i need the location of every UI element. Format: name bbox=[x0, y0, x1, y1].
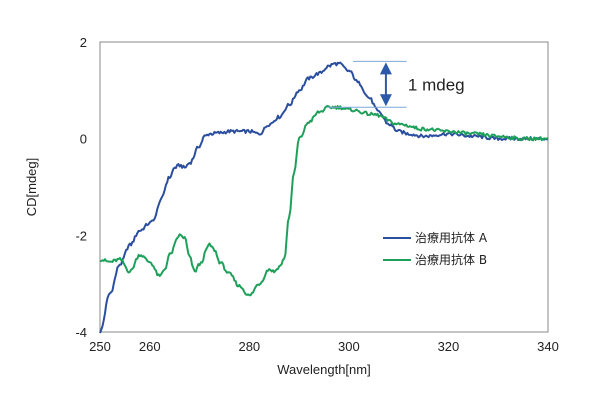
y-tick-label: 2 bbox=[80, 35, 87, 50]
annotation-label: 1 mdeg bbox=[408, 75, 465, 94]
x-tick-label: 320 bbox=[438, 339, 460, 354]
y-axis-title: CD[mdeg] bbox=[24, 158, 39, 217]
annotation-arrowhead-down bbox=[379, 94, 392, 107]
x-axis-title: Wavelength[nm] bbox=[277, 362, 370, 377]
y-axis-ticks: 2 0 -2 -4 bbox=[75, 35, 87, 340]
series-group bbox=[99, 61, 549, 334]
legend: 治療用抗体 A 治療用抗体 B bbox=[383, 230, 488, 267]
x-tick-label: 340 bbox=[537, 339, 559, 354]
series-line-a bbox=[99, 61, 549, 334]
series-line-b bbox=[99, 105, 549, 297]
y-tick-label: 0 bbox=[80, 132, 87, 147]
x-tick-label: 260 bbox=[139, 339, 161, 354]
x-tick-label: 250 bbox=[89, 339, 111, 354]
legend-label-a: 治療用抗体 A bbox=[415, 230, 488, 245]
y-tick-label: -4 bbox=[75, 325, 87, 340]
annotation-arrowhead-up bbox=[379, 62, 392, 75]
x-tick-label: 300 bbox=[338, 339, 360, 354]
plot-area-frame bbox=[99, 41, 549, 333]
legend-label-b: 治療用抗体 B bbox=[415, 252, 487, 267]
x-tick-label: 280 bbox=[238, 339, 260, 354]
y-tick-label: -2 bbox=[75, 228, 87, 243]
annotation-group: 1 mdeg bbox=[326, 60, 465, 108]
x-axis-ticks: 250 260 280 300 320 340 bbox=[89, 339, 559, 354]
